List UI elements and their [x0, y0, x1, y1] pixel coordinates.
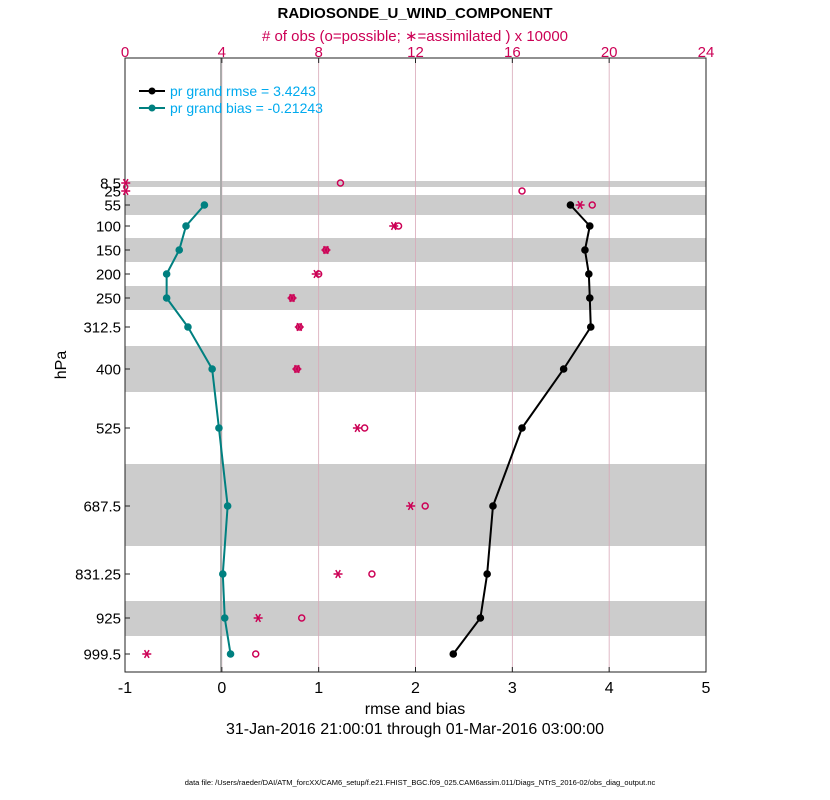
y-tick-label: 400	[96, 362, 121, 379]
x-tick-label: 2	[411, 680, 420, 697]
rmse-point	[585, 270, 593, 278]
y-tick-label: 831.25	[75, 567, 121, 584]
top-tick-label: 8	[314, 44, 322, 61]
x-tick-label: 1	[314, 680, 323, 697]
obs-possible-point	[518, 187, 526, 195]
bias-point	[175, 246, 184, 254]
legend-rmse-label: pr grand rmse = 3.4243	[170, 83, 316, 99]
x-tick-label: 3	[508, 680, 517, 697]
obs-assimilated-point	[292, 364, 302, 374]
y-tick-label: 250	[96, 291, 121, 308]
rmse-point	[483, 570, 491, 578]
rmse-point	[566, 201, 575, 209]
y-tick-label: 687.5	[83, 499, 121, 516]
legend-bias-label: pr grand bias = -0.21243	[170, 100, 323, 116]
obs-assimilated-point	[352, 423, 362, 433]
y-axis-label: hPa	[53, 351, 70, 380]
chart-title: RADIOSONDE_U_WIND_COMPONENT	[277, 5, 552, 22]
bias-point	[162, 270, 171, 278]
bias-point	[208, 365, 216, 373]
y-tick-label: 925	[96, 611, 121, 628]
y-tick-label: 100	[96, 219, 121, 236]
y-tick-label: 150	[96, 243, 121, 260]
legend-bias-marker	[148, 104, 156, 112]
top-tick-label: 24	[698, 44, 715, 61]
x-tick-label: 5	[702, 680, 711, 697]
obs-assimilated-point	[121, 186, 131, 196]
y-tick-label: 525	[96, 421, 121, 438]
obs-possible-point	[588, 201, 596, 209]
axis-ticks: -1 0 1 2 3 4 50 4 8 12 16 20 248.5255510015020025031…	[75, 44, 714, 697]
obs-possible-point	[421, 502, 429, 510]
x-tick-label: 0	[217, 680, 226, 697]
obs-possible-point	[297, 614, 306, 622]
rmse-point	[559, 365, 568, 373]
rmse-point	[586, 323, 595, 331]
rmse-line	[452, 204, 592, 655]
bias-point	[215, 424, 223, 432]
obs-assimilated-point	[311, 269, 321, 279]
obs-assimilated-point	[121, 178, 131, 188]
rmse-point	[489, 502, 497, 510]
rmse-point	[586, 222, 594, 230]
bias-point	[220, 614, 229, 622]
obs-possible-point	[368, 570, 376, 578]
top-axis-label: # of obs (o=possible; ∗=assimilated ) x …	[262, 28, 568, 45]
obs-possible-point	[251, 650, 260, 658]
x-tick-label: -1	[118, 680, 132, 697]
obs-assimilated-point	[142, 649, 152, 659]
data-marks	[121, 178, 596, 659]
obs-assimilated-point	[406, 501, 416, 511]
top-tick-label: 4	[218, 44, 226, 61]
date-range: 31-Jan-2016 21:00:01 through 01-Mar-2016…	[226, 721, 604, 738]
y-tick-label: 200	[96, 267, 121, 284]
bias-point	[200, 201, 209, 209]
obs-possible-point	[336, 179, 345, 187]
legend-rmse-marker	[148, 87, 156, 95]
top-tick-label: 12	[407, 44, 424, 61]
bias-line	[165, 204, 232, 655]
bias-point	[223, 502, 232, 510]
y-tick-label: 8.5	[100, 176, 121, 193]
top-tick-label: 16	[504, 44, 521, 61]
rmse-point	[476, 614, 485, 622]
obs-assimilated-point	[389, 221, 399, 231]
obs-possible-point	[360, 424, 369, 432]
y-tick-label: 999.5	[83, 647, 121, 664]
rmse-point	[586, 294, 594, 302]
bias-point	[184, 323, 192, 331]
y-tick-label: 55	[104, 198, 121, 215]
y-tick-label: 312.5	[83, 320, 121, 337]
bias-point	[162, 294, 171, 302]
obs-assimilated-point	[294, 322, 304, 332]
rmse-point	[518, 424, 526, 432]
top-tick-label: 0	[121, 44, 129, 61]
obs-assimilated-point	[333, 569, 343, 579]
x-tick-label: 4	[605, 680, 614, 697]
obs-assimilated-point	[287, 293, 297, 303]
bias-point	[219, 570, 227, 578]
y-tick-label: 25	[104, 184, 121, 201]
legend: pr grand rmse = 3.4243 pr grand bias = -…	[139, 83, 323, 116]
bias-point	[226, 650, 235, 658]
rmse-point	[449, 650, 458, 658]
rmse-point	[581, 246, 589, 254]
top-tick-label: 20	[601, 44, 618, 61]
obs-assimilated-point	[321, 245, 331, 255]
x-axis-label: rmse and bias	[365, 701, 466, 718]
obs-assimilated-point	[575, 200, 585, 210]
data-file-footer: data file: /Users/raeder/DAI/ATM_forcXX/…	[185, 778, 656, 787]
bias-point	[182, 222, 190, 230]
obs-assimilated-point	[253, 613, 263, 623]
